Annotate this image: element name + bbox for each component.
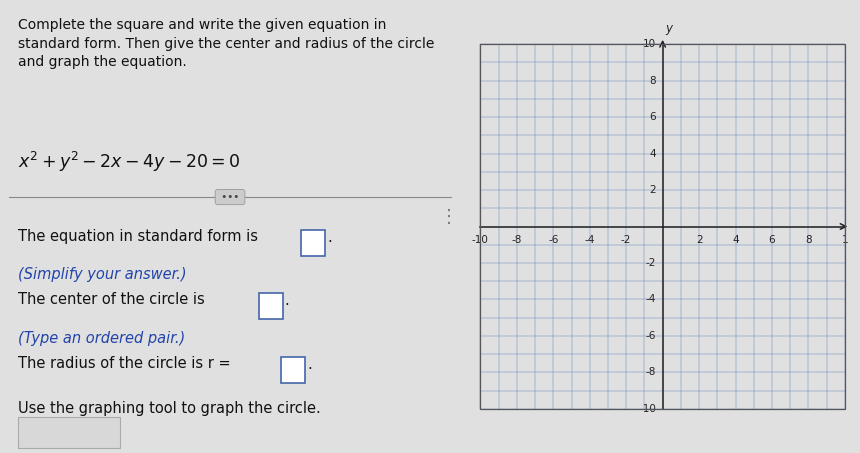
Text: -6: -6 bbox=[646, 331, 656, 341]
FancyBboxPatch shape bbox=[259, 293, 282, 319]
Text: 4: 4 bbox=[649, 149, 656, 159]
Text: -4: -4 bbox=[646, 294, 656, 304]
Text: 8: 8 bbox=[805, 235, 812, 245]
Text: -10: -10 bbox=[639, 404, 656, 414]
Text: -10: -10 bbox=[472, 235, 488, 245]
Text: y: y bbox=[666, 22, 673, 35]
FancyBboxPatch shape bbox=[18, 417, 120, 448]
Text: 6: 6 bbox=[649, 112, 656, 122]
Text: ⋮: ⋮ bbox=[439, 208, 458, 226]
Text: 2: 2 bbox=[649, 185, 656, 195]
Text: $x^2 + y^2 - 2x - 4y - 20 = 0$: $x^2 + y^2 - 2x - 4y - 20 = 0$ bbox=[18, 149, 241, 173]
Text: The center of the circle is: The center of the circle is bbox=[18, 292, 206, 307]
Text: 10: 10 bbox=[643, 39, 656, 49]
Text: .: . bbox=[307, 357, 311, 371]
Text: 2: 2 bbox=[696, 235, 703, 245]
Text: .: . bbox=[285, 293, 290, 308]
Text: -2: -2 bbox=[646, 258, 656, 268]
Text: 4: 4 bbox=[732, 235, 739, 245]
Text: The radius of the circle is r =: The radius of the circle is r = bbox=[18, 356, 231, 371]
Text: (Simplify your answer.): (Simplify your answer.) bbox=[18, 267, 187, 282]
Text: 8: 8 bbox=[649, 76, 656, 86]
FancyBboxPatch shape bbox=[280, 357, 304, 383]
Text: The equation in standard form is: The equation in standard form is bbox=[18, 229, 258, 244]
Text: 1: 1 bbox=[842, 235, 848, 245]
Text: -2: -2 bbox=[621, 235, 631, 245]
Text: Use the graphing tool to graph the circle.: Use the graphing tool to graph the circl… bbox=[18, 401, 321, 416]
Text: -4: -4 bbox=[585, 235, 595, 245]
Text: .: . bbox=[328, 230, 332, 245]
Text: (Type an ordered pair.): (Type an ordered pair.) bbox=[18, 331, 186, 346]
FancyBboxPatch shape bbox=[301, 230, 325, 256]
Text: -6: -6 bbox=[548, 235, 558, 245]
Text: -8: -8 bbox=[512, 235, 522, 245]
Text: Complete the square and write the given equation in
standard form. Then give the: Complete the square and write the given … bbox=[18, 18, 435, 69]
Text: -8: -8 bbox=[646, 367, 656, 377]
Text: 6: 6 bbox=[769, 235, 775, 245]
Text: •••: ••• bbox=[218, 192, 243, 202]
